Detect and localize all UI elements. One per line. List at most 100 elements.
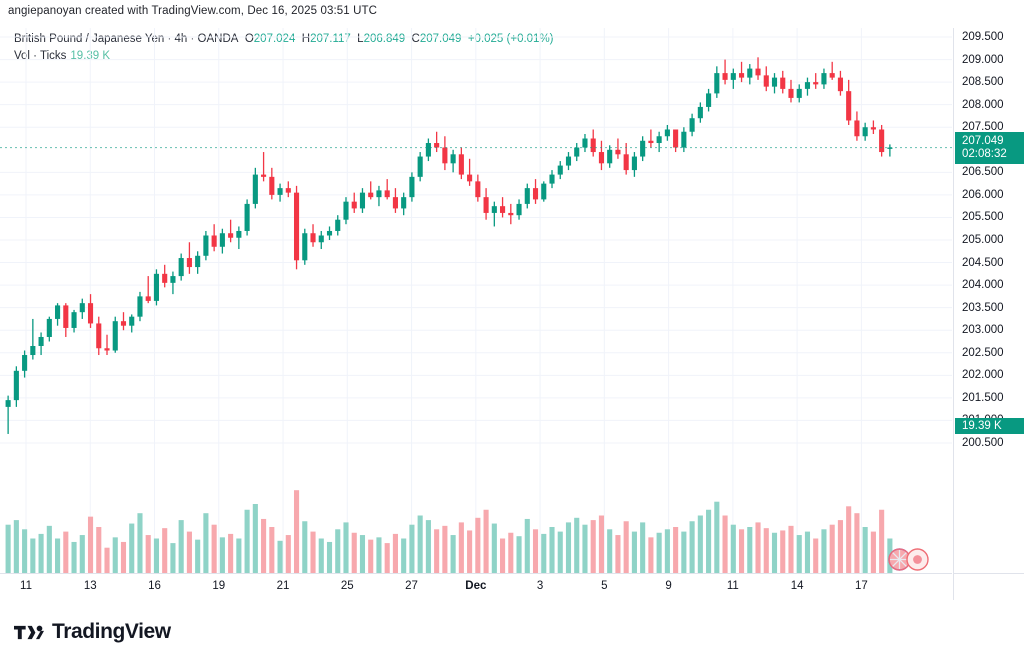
volume-bar [129, 523, 135, 573]
candle-body [211, 235, 217, 247]
candle-body [549, 174, 555, 184]
volume-bar [178, 520, 184, 573]
volume-bar [425, 520, 431, 573]
candle-body [120, 321, 127, 326]
low-key: L [357, 33, 364, 45]
candle-body [417, 156, 423, 177]
tradingview-logo[interactable]: TradingView [14, 620, 171, 644]
candle-body [252, 174, 258, 204]
chart-plot-area[interactable] [0, 28, 952, 573]
volume-bar [252, 504, 258, 573]
volume-bar [541, 533, 547, 573]
volume-bar [71, 541, 77, 573]
volume-bar [524, 518, 530, 573]
volume-bar [738, 529, 745, 573]
grid-lines [0, 28, 952, 573]
volume-bar [557, 531, 563, 573]
candle-body [228, 233, 234, 238]
low-value: 206.849 [363, 33, 406, 45]
time-tick: 17 [854, 580, 868, 592]
volume-bar [730, 524, 736, 573]
candle-body [22, 355, 28, 371]
candle-body [722, 73, 728, 80]
volume-bar [392, 533, 398, 573]
volume-bar [343, 522, 349, 573]
time-scale[interactable]: 11 13 16 19 21 25 27 Dec 3 5 9 11 14 17 [0, 573, 952, 600]
time-tick: 3 [536, 580, 544, 592]
candle-body [351, 201, 357, 209]
exchange-label: OANDA [197, 33, 239, 45]
volume-bar [269, 527, 275, 573]
current-price-value: 207.049 [962, 134, 1004, 147]
volume-bar [302, 521, 308, 573]
volume-bar [615, 535, 621, 573]
candle-body [673, 129, 679, 148]
volume-bar [714, 501, 720, 573]
candle-body [112, 321, 118, 351]
candle-body [714, 73, 720, 94]
current-price-badge[interactable]: 207.049 02:08:32 [955, 131, 1024, 164]
volume-bar [706, 509, 712, 573]
volume-bar [277, 540, 283, 573]
volume-bar [335, 529, 341, 573]
candle-body [162, 273, 168, 283]
time-scale-corner [953, 573, 1024, 600]
currency-pair-badges[interactable] [888, 548, 929, 571]
candle-body [689, 118, 695, 132]
time-tick: 19 [212, 580, 226, 592]
time-tick: 25 [340, 580, 354, 592]
candle-body [697, 106, 703, 119]
volume-bar [829, 524, 835, 573]
volume-bar [796, 535, 802, 573]
symbol-name[interactable]: British Pound / Japanese Yen [14, 33, 165, 45]
volume-bar [384, 543, 390, 573]
time-tick: 14 [790, 580, 804, 592]
candle-body [434, 143, 440, 148]
candle-body [96, 323, 102, 349]
candle-body [598, 152, 605, 164]
candle-body [244, 203, 250, 231]
volume-bar [442, 525, 448, 573]
candle-body [5, 400, 11, 407]
volume-value-badge[interactable]: 19.39 K [955, 417, 1024, 434]
volume-bar [368, 539, 374, 573]
candle-body [368, 192, 374, 198]
candle-body [261, 174, 267, 177]
candle-body [615, 149, 621, 155]
volume-bar [475, 517, 481, 573]
volume-bar [763, 528, 769, 573]
tradingview-wordmark: TradingView [52, 620, 171, 643]
volume-bar [236, 538, 242, 573]
candle-body [483, 197, 489, 213]
volume-bar [450, 535, 456, 573]
time-tick: Dec [465, 580, 487, 592]
time-tick: 11 [20, 580, 32, 592]
interval-label[interactable]: 4h [174, 33, 188, 45]
candle-body [104, 348, 110, 351]
volume-bar [804, 531, 811, 573]
candlestick-svg [0, 28, 952, 573]
volume-bar [508, 532, 514, 573]
time-tick: 13 [83, 580, 97, 592]
candle-body [574, 147, 580, 157]
candle-body [310, 233, 316, 243]
price-tick: 202.500 [962, 346, 1004, 359]
volume-bar [837, 520, 843, 573]
candle-body [475, 181, 481, 198]
price-tick: 206.000 [962, 188, 1004, 201]
volume-bar [55, 538, 61, 573]
candle-body [862, 127, 868, 137]
volume-bar [261, 518, 267, 573]
price-scale[interactable]: 209.500 209.000 208.500 208.000 207.500 206.5… [953, 28, 1024, 573]
close-value: 207.049 [419, 33, 462, 45]
candle-body [557, 165, 563, 175]
price-tick: 209.000 [962, 53, 1004, 66]
candle-body [293, 192, 300, 261]
candle-body [788, 88, 794, 98]
candle-body [771, 77, 778, 87]
volume-bar [483, 509, 489, 573]
candle-body [186, 258, 192, 268]
volume-label[interactable]: Vol · Ticks [14, 50, 67, 62]
legend-sep-2: · [187, 33, 198, 45]
